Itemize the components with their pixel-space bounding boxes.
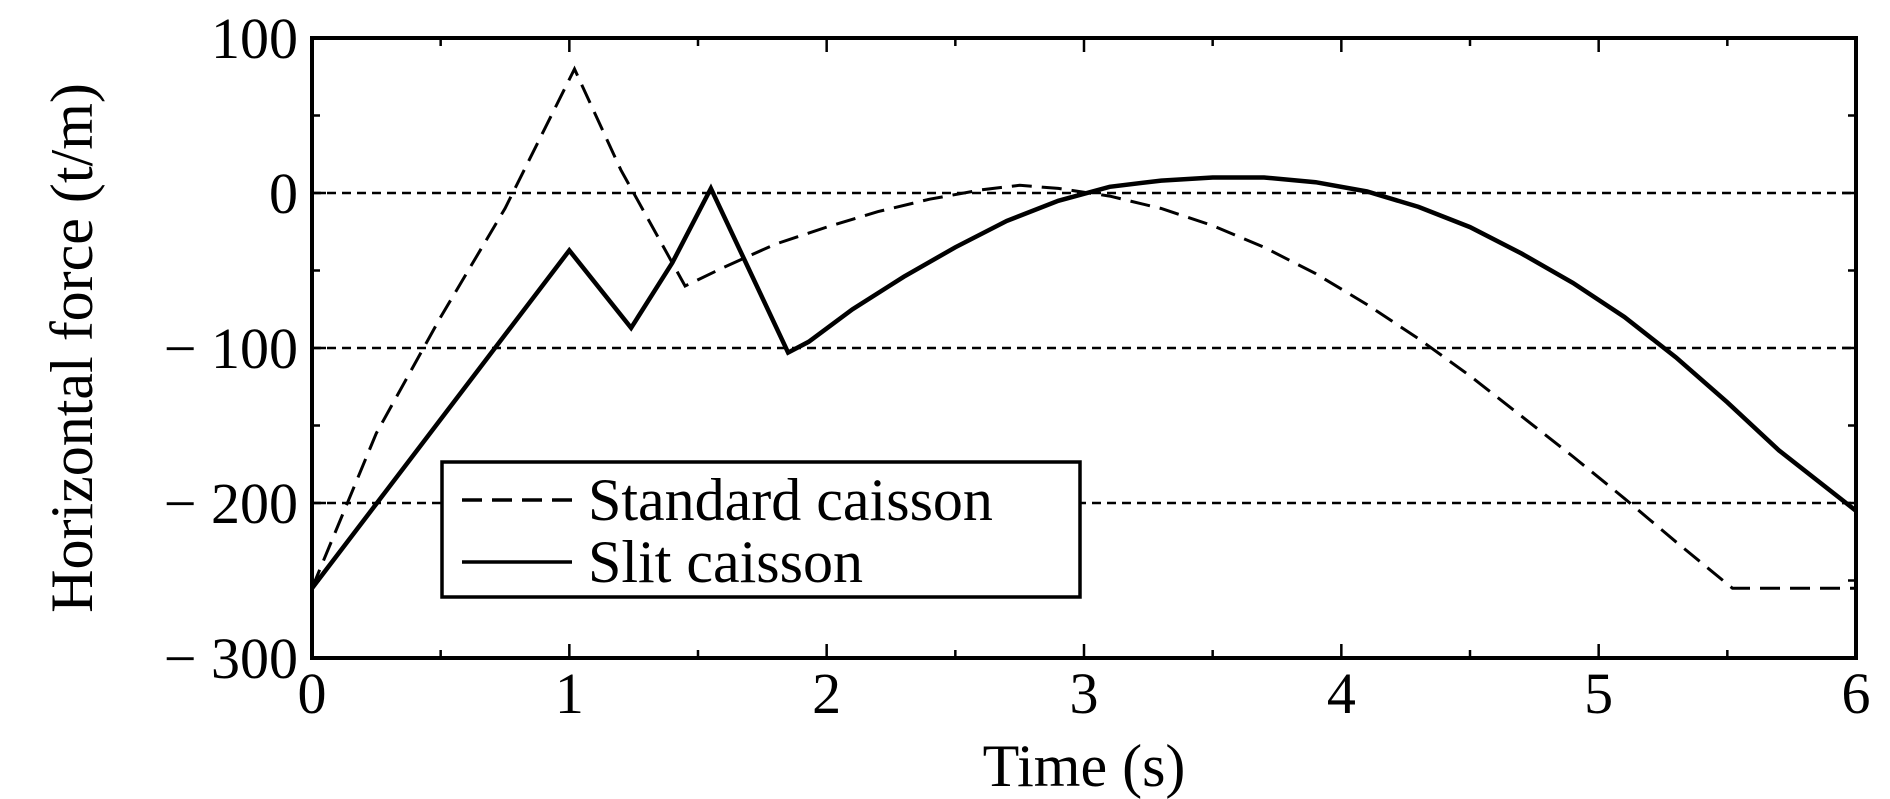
y-tick-label: 0 — [269, 161, 298, 226]
y-tick-label: − 100 — [164, 316, 298, 381]
y-tick-labels: 100 0 − 100 − 200 − 300 — [164, 6, 298, 691]
series-layer — [310, 65, 1858, 590]
x-tick-label: 5 — [1584, 661, 1613, 726]
legend-label-standard-caisson: Standard caisson — [588, 467, 993, 533]
legend: Standard caisson Slit caisson — [440, 460, 1082, 599]
y-axis-label: Horizontal force (t/m) — [39, 83, 105, 613]
x-tick-label: 4 — [1327, 661, 1356, 726]
x-tick-label: 0 — [298, 661, 327, 726]
gridlines — [312, 36, 1856, 505]
legend-label-slit-caisson: Slit caisson — [588, 529, 863, 595]
x-tick-labels: 0 1 2 3 4 5 6 — [298, 661, 1871, 726]
y-tick-label: − 200 — [164, 471, 298, 536]
x-axis-label: Time (s) — [983, 733, 1186, 799]
plot-frame — [310, 36, 1858, 660]
x-tick-label: 3 — [1070, 661, 1099, 726]
x-tick-label: 2 — [812, 661, 841, 726]
series-line-slit-caisson — [310, 175, 1858, 590]
y-tick-label: − 300 — [164, 626, 298, 691]
legend-box — [440, 460, 1082, 599]
y-tick-label: 100 — [211, 6, 298, 71]
series-line-standard-caisson — [310, 65, 1856, 590]
x-tick-label: 6 — [1842, 661, 1871, 726]
x-tick-label: 1 — [555, 661, 584, 726]
